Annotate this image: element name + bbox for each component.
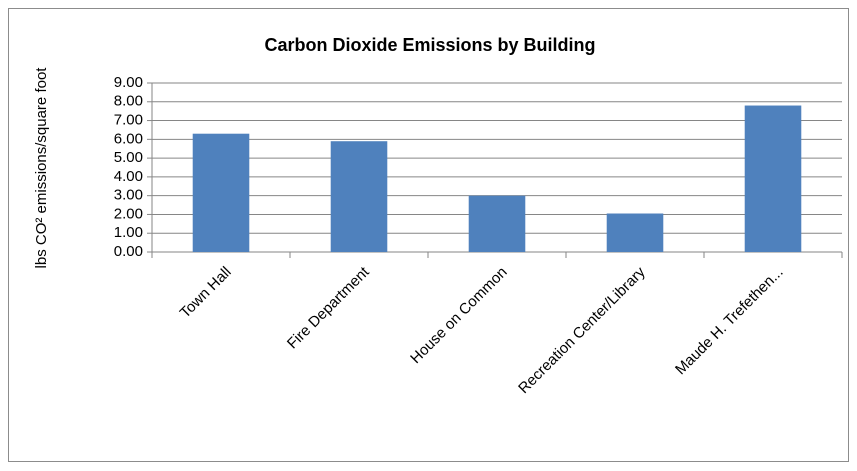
y-tick-label: 0.00 bbox=[114, 243, 143, 260]
y-tick-label: 5.00 bbox=[114, 149, 143, 166]
bar bbox=[468, 195, 526, 252]
bar bbox=[330, 141, 388, 252]
chart-frame bbox=[8, 8, 849, 462]
y-tick-label: 7.00 bbox=[114, 112, 143, 129]
y-tick-label: 3.00 bbox=[114, 187, 143, 204]
y-tick-label: 9.00 bbox=[114, 74, 143, 91]
bar bbox=[606, 213, 664, 252]
y-tick-label: 4.00 bbox=[114, 168, 143, 185]
y-tick-label: 6.00 bbox=[114, 130, 143, 147]
y-tick-label: 2.00 bbox=[114, 205, 143, 222]
chart-title: Carbon Dioxide Emissions by Building bbox=[264, 35, 595, 55]
y-tick-label: 8.00 bbox=[114, 93, 143, 110]
y-tick-label: 1.00 bbox=[114, 224, 143, 241]
bar bbox=[744, 105, 802, 253]
bar bbox=[192, 133, 250, 252]
y-axis-label: lbs CO² emissions/square foot bbox=[33, 67, 50, 269]
